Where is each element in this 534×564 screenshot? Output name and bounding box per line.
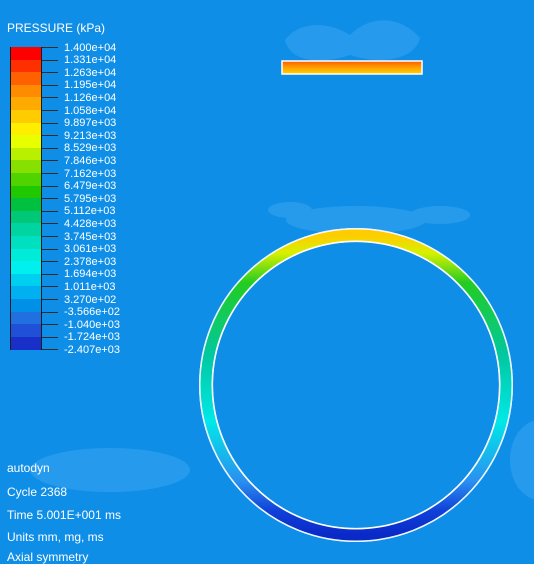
legend-label: -2.407e+03 bbox=[64, 343, 120, 356]
legend-label: 3.745e+03 bbox=[64, 230, 117, 243]
legend-tick bbox=[42, 273, 58, 275]
legend-swatch bbox=[10, 236, 42, 250]
legend-swatch bbox=[10, 311, 42, 325]
legend-swatch bbox=[10, 324, 42, 338]
legend-label: 1.400e+04 bbox=[64, 41, 117, 54]
legend-swatch bbox=[10, 135, 42, 149]
legend-tick bbox=[42, 47, 58, 48]
legend-tick bbox=[42, 349, 58, 351]
legend-label: 9.897e+03 bbox=[64, 117, 117, 130]
legend-tick bbox=[42, 336, 58, 338]
legend-tick bbox=[42, 135, 58, 137]
legend-label: 1.331e+04 bbox=[64, 54, 117, 67]
legend-label: 3.270e+02 bbox=[64, 293, 117, 306]
legend-swatch bbox=[10, 147, 42, 161]
legend-tick bbox=[42, 185, 58, 187]
legend-tick bbox=[42, 97, 58, 99]
legend-swatch bbox=[10, 248, 42, 262]
legend-label: 4.428e+03 bbox=[64, 217, 117, 230]
legend-label: 6.479e+03 bbox=[64, 180, 117, 193]
cycle-label: Cycle 2368 bbox=[7, 485, 68, 499]
legend-tick bbox=[42, 248, 58, 250]
legend-tick bbox=[42, 173, 58, 174]
legend-swatch bbox=[10, 299, 42, 313]
time-label: Time 5.001E+001 ms bbox=[7, 508, 121, 522]
legend-tick bbox=[42, 84, 58, 86]
legend-label: 1.058e+04 bbox=[64, 104, 117, 117]
legend-swatch bbox=[10, 273, 42, 287]
legend-tick bbox=[42, 210, 58, 212]
legend-tick bbox=[42, 72, 58, 74]
legend-label: 9.213e+03 bbox=[64, 129, 117, 142]
legend-swatch bbox=[10, 160, 42, 174]
legend-swatch bbox=[10, 97, 42, 111]
legend-tick bbox=[42, 311, 58, 313]
legend-label: 1.694e+03 bbox=[64, 268, 117, 281]
legend-label: -3.566e+02 bbox=[64, 306, 120, 319]
legend-label: 8.529e+03 bbox=[64, 142, 117, 155]
legend-tick bbox=[42, 324, 58, 326]
legend-label: 1.263e+04 bbox=[64, 66, 117, 79]
symmetry-label: Axial symmetry bbox=[7, 550, 89, 564]
legend-tick bbox=[42, 59, 58, 61]
legend-tick bbox=[42, 236, 58, 237]
legend-tick bbox=[42, 261, 58, 263]
legend-tick bbox=[42, 286, 58, 288]
legend-label: 3.061e+03 bbox=[64, 243, 117, 256]
legend-swatch bbox=[10, 261, 42, 275]
legend-label: 2.378e+03 bbox=[64, 255, 117, 268]
legend-swatch bbox=[10, 198, 42, 212]
legend-swatch bbox=[10, 185, 42, 199]
legend-label: 5.112e+03 bbox=[64, 205, 116, 218]
legend-swatch bbox=[10, 223, 42, 237]
legend-swatch bbox=[10, 72, 42, 86]
legend-swatch bbox=[10, 110, 42, 124]
legend-label: -1.040e+03 bbox=[64, 318, 120, 331]
pressure-shadow-field bbox=[30, 20, 534, 500]
legend-label: 1.011e+03 bbox=[64, 280, 116, 293]
legend-swatch bbox=[10, 336, 42, 350]
units-label: Units mm, mg, ms bbox=[7, 530, 104, 544]
legend-label: 7.846e+03 bbox=[64, 154, 117, 167]
legend-label: -1.724e+03 bbox=[64, 331, 120, 344]
legend-tick bbox=[42, 299, 58, 300]
legend-tick bbox=[42, 122, 58, 124]
legend-tick bbox=[42, 110, 58, 111]
pressure-ring bbox=[199, 228, 513, 542]
legend-swatch bbox=[10, 210, 42, 224]
legend-swatch bbox=[10, 59, 42, 73]
legend-tick bbox=[42, 198, 58, 200]
legend-swatch bbox=[10, 47, 42, 61]
legend-tick bbox=[42, 223, 58, 225]
legend-label: 1.126e+04 bbox=[64, 91, 117, 104]
projectile-bar bbox=[281, 60, 423, 75]
legend-label: 5.795e+03 bbox=[64, 192, 117, 205]
legend-tick bbox=[42, 160, 58, 162]
legend-swatch bbox=[10, 122, 42, 136]
legend-tick bbox=[42, 147, 58, 149]
legend-swatch bbox=[10, 286, 42, 300]
legend-label: 1.195e+04 bbox=[64, 79, 117, 92]
legend-title: PRESSURE (kPa) bbox=[7, 21, 106, 35]
legend-label: 7.162e+03 bbox=[64, 167, 117, 180]
legend-swatch bbox=[10, 173, 42, 187]
solver-name: autodyn bbox=[7, 461, 50, 475]
legend-swatch bbox=[10, 84, 42, 98]
